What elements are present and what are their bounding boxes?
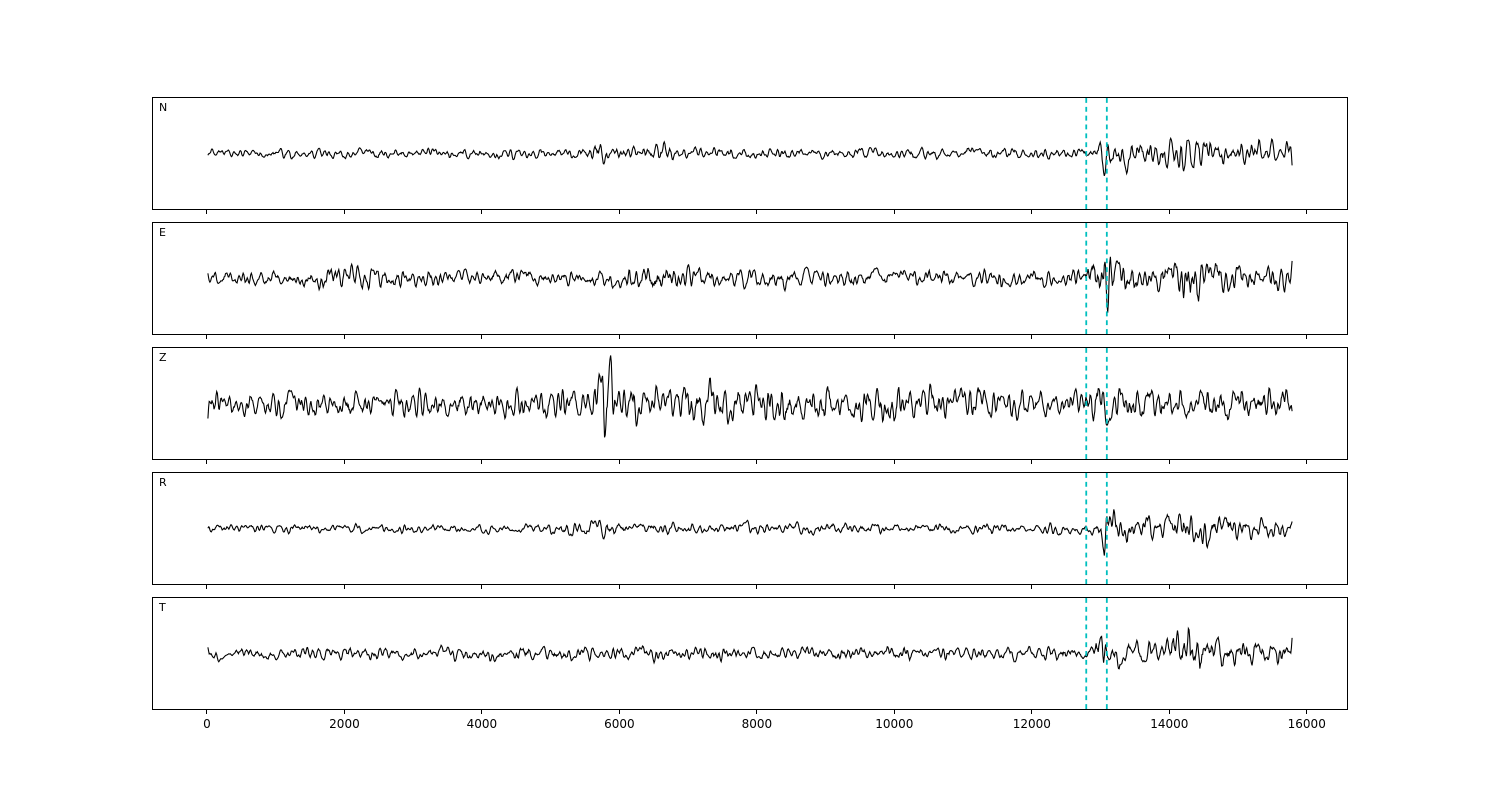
x-axis-tick xyxy=(893,210,895,214)
x-axis-tick-label: 12000 xyxy=(1012,717,1051,731)
x-axis-tick xyxy=(481,210,483,214)
x-axis-tick-label: 16000 xyxy=(1287,717,1326,731)
x-axis-tick xyxy=(618,585,620,589)
x-axis-tick xyxy=(893,585,895,589)
x-axis-tick xyxy=(343,335,345,339)
waveform-plot-e xyxy=(207,223,1293,334)
panel-label-e: E xyxy=(159,226,166,239)
x-axis-tick xyxy=(343,710,345,714)
waveform-panel-z: Z xyxy=(152,347,1348,460)
x-axis-tick xyxy=(1306,460,1308,464)
x-axis-tick xyxy=(481,335,483,339)
seismogram-figure: N E Z R T 0 2000 4000 6000 8000 10000 12000 140… xyxy=(152,97,1348,737)
x-axis-tick-label: 14000 xyxy=(1150,717,1189,731)
x-axis-tick xyxy=(1306,710,1308,714)
x-axis-tick xyxy=(756,585,758,589)
panel-label-t: T xyxy=(159,601,166,614)
x-axis-tick xyxy=(1031,585,1033,589)
x-axis-tick-label: 0 xyxy=(203,717,211,731)
x-axis-tick-label: 4000 xyxy=(466,717,498,731)
x-axis-tick xyxy=(1306,585,1308,589)
x-axis-tick xyxy=(206,210,208,214)
waveform-plot-r xyxy=(207,473,1293,584)
x-axis-tick xyxy=(1168,335,1170,339)
x-axis-tick xyxy=(206,335,208,339)
x-axis-tick xyxy=(1031,710,1033,714)
seismic-trace xyxy=(207,136,1293,177)
x-axis-tick xyxy=(618,460,620,464)
x-axis-tick xyxy=(756,710,758,714)
x-axis-tick xyxy=(1168,585,1170,589)
x-axis-tick xyxy=(1031,460,1033,464)
x-axis-tick xyxy=(481,585,483,589)
x-axis-tick xyxy=(618,210,620,214)
panel-label-r: R xyxy=(159,476,167,489)
x-axis-tick xyxy=(206,710,208,714)
x-axis-tick-label: 2000 xyxy=(329,717,360,731)
x-axis-tick xyxy=(1031,335,1033,339)
x-axis-tick xyxy=(481,710,483,714)
seismic-trace xyxy=(207,256,1293,313)
seismic-trace xyxy=(207,509,1293,556)
x-axis-tick xyxy=(343,210,345,214)
seismic-trace xyxy=(207,355,1293,438)
x-axis-tick xyxy=(756,335,758,339)
x-axis-tick xyxy=(756,210,758,214)
x-axis-tick xyxy=(1306,335,1308,339)
x-axis-tick xyxy=(618,710,620,714)
x-axis-tick xyxy=(206,460,208,464)
x-axis-tick xyxy=(1168,710,1170,714)
x-axis-tick xyxy=(343,460,345,464)
waveform-panel-r: R xyxy=(152,472,1348,585)
x-axis-tick xyxy=(893,460,895,464)
seismic-trace xyxy=(207,626,1293,670)
x-axis-tick xyxy=(206,585,208,589)
x-axis-tick xyxy=(893,710,895,714)
waveform-plot-z xyxy=(207,348,1293,459)
waveform-plot-n xyxy=(207,98,1293,209)
x-axis-tick xyxy=(756,460,758,464)
x-axis-tick xyxy=(618,335,620,339)
x-axis-tick-label: 10000 xyxy=(875,717,914,731)
x-axis-tick xyxy=(893,335,895,339)
waveform-panel-t: T xyxy=(152,597,1348,710)
x-axis-tick-label: 8000 xyxy=(741,717,773,731)
waveform-plot-t xyxy=(207,598,1293,709)
x-axis-tick xyxy=(481,460,483,464)
x-axis-tick xyxy=(343,585,345,589)
x-axis-tick xyxy=(1168,210,1170,214)
x-axis-tick xyxy=(1168,460,1170,464)
panel-label-z: Z xyxy=(159,351,167,364)
waveform-panel-n: N xyxy=(152,97,1348,210)
x-axis-tick-label: 6000 xyxy=(604,717,635,731)
x-axis-tick xyxy=(1306,210,1308,214)
waveform-panel-e: E xyxy=(152,222,1348,335)
x-axis-tick xyxy=(1031,210,1033,214)
panel-label-n: N xyxy=(159,101,168,114)
